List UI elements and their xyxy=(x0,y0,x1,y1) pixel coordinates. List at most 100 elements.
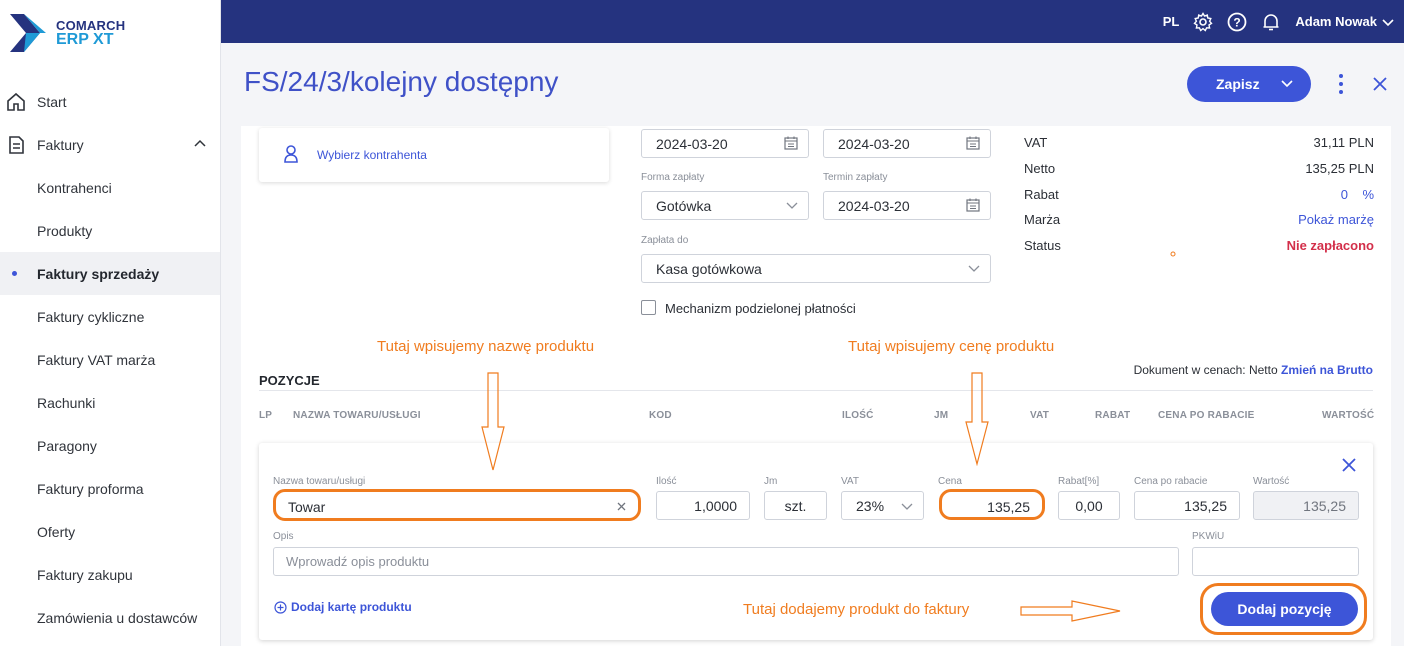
chevron-down-icon xyxy=(968,265,980,272)
price-input[interactable]: 135,25 xyxy=(942,492,1042,521)
add-position-button[interactable]: Dodaj pozycję xyxy=(1211,592,1358,626)
user-menu[interactable]: Adam Nowak xyxy=(1295,14,1394,29)
summary-discount-number: 0 xyxy=(1340,186,1348,202)
description-input[interactable]: Wprowadź opis produktu xyxy=(273,547,1179,576)
sidebar-item-paragony[interactable]: Paragony xyxy=(0,424,220,467)
show-margin-link[interactable]: Pokaż marżę xyxy=(1298,212,1374,228)
price-after-input[interactable]: 135,25 xyxy=(1134,491,1240,520)
document-prices: Dokument w cenach: Netto Zmień na Brutto xyxy=(1134,363,1373,377)
col-header-qty: ILOŚĆ xyxy=(842,410,874,421)
payment-method-select[interactable]: Gotówka xyxy=(641,191,809,220)
add-product-card-link[interactable]: Dodaj kartę produktu xyxy=(274,600,412,614)
price-value: 135,25 xyxy=(987,498,1030,515)
price-after-value: 135,25 xyxy=(1184,497,1227,514)
summary-discount-row: Rabat 0 % xyxy=(1024,181,1374,207)
sidebar-item-zamowienia[interactable]: Zamówienia u dostawców xyxy=(0,596,220,639)
switch-to-gross-link[interactable]: Zmień na Brutto xyxy=(1281,363,1373,377)
col-header-value: WARTOŚĆ xyxy=(1322,410,1375,421)
svg-text:?: ? xyxy=(1234,15,1241,29)
arrow-right-icon xyxy=(1020,600,1121,622)
app-logo[interactable]: COMARCH ERP XT xyxy=(10,14,125,52)
value-readonly: 135,25 xyxy=(1253,491,1359,520)
summary-status-label: Status xyxy=(1024,238,1061,254)
chevron-down-icon[interactable] xyxy=(1281,79,1293,89)
doc-prices-text: Dokument w cenach: Netto xyxy=(1133,363,1278,377)
annotation-add-note: Tutaj dodajemy produkt do faktury xyxy=(743,601,970,618)
sidebar-item-label: Oferty xyxy=(37,523,76,540)
brand-line-1: COMARCH xyxy=(56,18,126,33)
summary-discount-value[interactable]: 0 % xyxy=(1341,187,1374,202)
language-switch[interactable]: PL xyxy=(1162,14,1180,29)
page-title: FS/24/3/kolejny dostępny xyxy=(244,66,559,97)
sidebar: COMARCH ERP XT Start Faktury Kontrahenci… xyxy=(0,0,221,646)
comarch-logo-icon xyxy=(10,14,46,52)
sidebar-item-oferty[interactable]: Oferty xyxy=(0,510,220,553)
arrow-down-icon xyxy=(481,372,505,471)
sidebar-item-label: Faktury proforma xyxy=(37,480,144,497)
col-header-price-after: CENA PO RABACIE xyxy=(1158,410,1255,421)
sidebar-item-faktury[interactable]: Faktury xyxy=(0,123,220,166)
unit-input[interactable]: szt. xyxy=(764,491,827,520)
summary-discount-label: Rabat xyxy=(1024,186,1059,202)
vat-select[interactable]: 23% xyxy=(841,491,924,520)
save-button[interactable]: Zapisz xyxy=(1187,66,1311,102)
top-bar: PL ? Adam Nowak xyxy=(221,0,1404,43)
issue-date-value: 2024-03-20 xyxy=(656,135,728,152)
payment-due-label: Termin zapłaty xyxy=(823,172,888,183)
pkwiu-label: PKWiU xyxy=(1192,531,1225,542)
sidebar-item-faktury-cykliczne[interactable]: Faktury cykliczne xyxy=(0,295,220,338)
gear-icon[interactable] xyxy=(1193,11,1213,32)
save-button-label: Zapisz xyxy=(1216,76,1260,92)
product-name-input[interactable]: Towar xyxy=(276,492,638,521)
split-payment-checkbox[interactable] xyxy=(641,300,656,315)
sidebar-item-label: Rachunki xyxy=(37,394,96,411)
payment-to-select[interactable]: Kasa gotówkowa xyxy=(641,254,991,283)
plus-circle-icon xyxy=(274,600,287,614)
highlight-price xyxy=(939,489,1045,520)
product-name-value: Towar xyxy=(288,498,326,515)
discount-value: 0,00 xyxy=(1075,497,1103,514)
positions-title: POZYCJE xyxy=(259,373,320,388)
payment-method-value: Gotówka xyxy=(656,197,712,214)
payment-due-field[interactable]: 2024-03-20 xyxy=(823,191,991,220)
sidebar-item-rachunki[interactable]: Rachunki xyxy=(0,381,220,424)
clear-icon[interactable] xyxy=(617,502,626,511)
chevron-down-icon xyxy=(786,202,798,209)
status-badge: Nie zapłacono xyxy=(1286,238,1374,254)
close-icon[interactable] xyxy=(1341,457,1357,473)
sidebar-item-label: Paragony xyxy=(37,437,97,454)
calendar-icon[interactable] xyxy=(784,136,798,150)
sidebar-item-produkty[interactable]: Produkty xyxy=(0,209,220,252)
sidebar-item-start[interactable]: Start xyxy=(0,80,220,123)
sale-date-field[interactable]: 2024-03-20 xyxy=(823,129,991,158)
help-icon[interactable]: ? xyxy=(1227,12,1247,32)
discount-input[interactable]: 0,00 xyxy=(1058,491,1120,520)
qty-input[interactable]: 1,0000 xyxy=(656,491,750,520)
summary-margin-label: Marża xyxy=(1024,212,1061,228)
sidebar-item-label: Faktury sprzedaży xyxy=(37,265,160,282)
pkwiu-input[interactable] xyxy=(1192,547,1359,576)
calendar-icon[interactable] xyxy=(966,198,980,212)
sidebar-item-faktury-sprzedazy[interactable]: Faktury sprzedaży xyxy=(0,252,220,295)
value-value: 135,25 xyxy=(1303,497,1346,514)
sidebar-item-label: Faktury cykliczne xyxy=(37,308,145,325)
bell-icon[interactable] xyxy=(1261,12,1281,32)
price-label: Cena xyxy=(938,476,962,487)
summary-net-value: 135,25 PLN xyxy=(1305,161,1374,177)
col-header-name: NAZWA TOWARU/USŁUGI xyxy=(293,410,421,421)
summary-vat-label: VAT xyxy=(1024,135,1048,151)
sidebar-item-faktury-zakupu[interactable]: Faktury zakupu xyxy=(0,553,220,596)
close-icon[interactable] xyxy=(1372,76,1388,92)
summary-status-row: Status Nie zapłacono xyxy=(1024,233,1374,259)
sidebar-item-label: Faktury xyxy=(37,136,84,153)
more-vertical-icon[interactable] xyxy=(1334,72,1348,96)
sidebar-item-faktury-proforma[interactable]: Faktury proforma xyxy=(0,467,220,510)
sidebar-item-kontrahenci[interactable]: Kontrahenci xyxy=(0,166,220,209)
annotation-name-note: Tutaj wpisujemy nazwę produktu xyxy=(377,338,595,355)
small-marker-icon xyxy=(1170,251,1176,257)
sidebar-item-faktury-vat-marza[interactable]: Faktury VAT marża xyxy=(0,338,220,381)
calendar-icon[interactable] xyxy=(966,136,980,150)
sidebar-item-label: Start xyxy=(37,93,67,110)
issue-date-field[interactable]: 2024-03-20 xyxy=(641,129,809,158)
select-contractor-button[interactable]: Wybierz kontrahenta xyxy=(259,128,609,182)
